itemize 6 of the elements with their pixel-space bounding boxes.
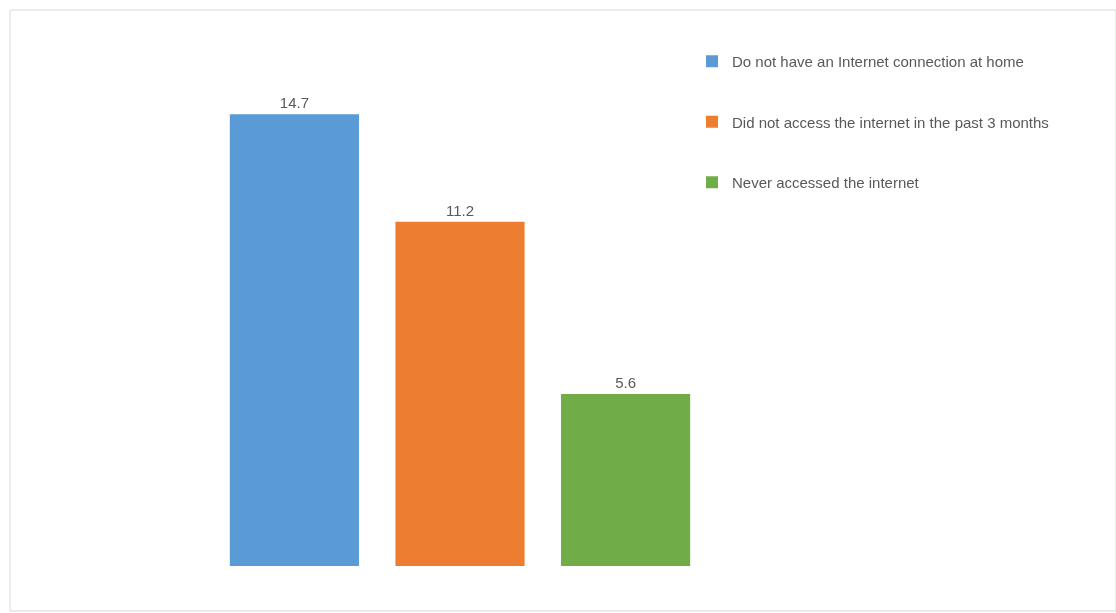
legend-label: Do not have an Internet connection at home: [732, 53, 1024, 71]
data-label: 14.7: [279, 94, 309, 112]
legend-label: Did not access the internet in the past 3 months: [732, 113, 1049, 131]
data-label: 5.6: [615, 373, 637, 391]
legend-label: Never accessed the internet: [732, 174, 920, 192]
data-label: 11.2: [445, 201, 475, 219]
